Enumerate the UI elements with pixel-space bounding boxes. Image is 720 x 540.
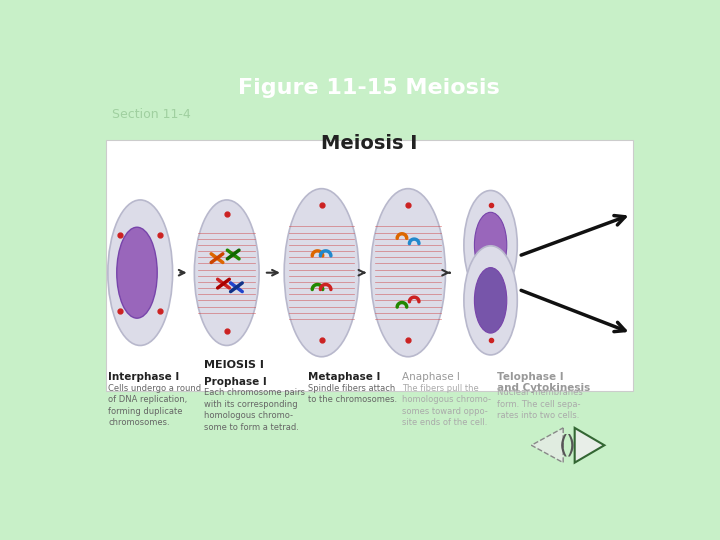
Ellipse shape bbox=[474, 212, 507, 278]
Ellipse shape bbox=[464, 191, 517, 300]
Text: Meiosis I: Meiosis I bbox=[321, 134, 417, 153]
Text: MEIOSIS I: MEIOSIS I bbox=[204, 360, 264, 370]
Ellipse shape bbox=[284, 188, 359, 357]
Ellipse shape bbox=[474, 268, 507, 333]
Text: Telophase I
and Cytokinesis: Telophase I and Cytokinesis bbox=[498, 372, 590, 393]
Ellipse shape bbox=[464, 246, 517, 355]
Text: (: ( bbox=[559, 433, 569, 457]
FancyBboxPatch shape bbox=[106, 140, 633, 391]
Text: Prophase I: Prophase I bbox=[204, 377, 267, 387]
Text: Spindle fibers attach
to the chromosomes.: Spindle fibers attach to the chromosomes… bbox=[307, 384, 397, 404]
Text: ): ) bbox=[566, 433, 575, 457]
Ellipse shape bbox=[371, 188, 446, 357]
Text: Cells undergo a round
of DNA replication,
forming duplicate
chromosomes.: Cells undergo a round of DNA replication… bbox=[109, 384, 202, 427]
Text: Each chromosome pairs
with its corresponding
homologous chromo-
some to form a t: Each chromosome pairs with its correspon… bbox=[204, 388, 305, 431]
Polygon shape bbox=[575, 428, 604, 463]
Text: The fibers pull the
homologous chromo-
somes toward oppo-
site ends of the cell.: The fibers pull the homologous chromo- s… bbox=[402, 384, 492, 427]
Text: Nuclear membranes
form. The cell sepa-
rates into two cells.: Nuclear membranes form. The cell sepa- r… bbox=[498, 388, 583, 420]
Text: Section 11-4: Section 11-4 bbox=[112, 108, 191, 121]
Ellipse shape bbox=[194, 200, 259, 346]
Ellipse shape bbox=[117, 227, 157, 318]
Text: Metaphase I: Metaphase I bbox=[307, 372, 380, 382]
Text: Figure 11-15 Meiosis: Figure 11-15 Meiosis bbox=[238, 78, 500, 98]
Ellipse shape bbox=[108, 200, 173, 346]
Text: Interphase I: Interphase I bbox=[109, 372, 180, 382]
Text: Anaphase I: Anaphase I bbox=[402, 372, 460, 382]
Polygon shape bbox=[531, 428, 563, 463]
